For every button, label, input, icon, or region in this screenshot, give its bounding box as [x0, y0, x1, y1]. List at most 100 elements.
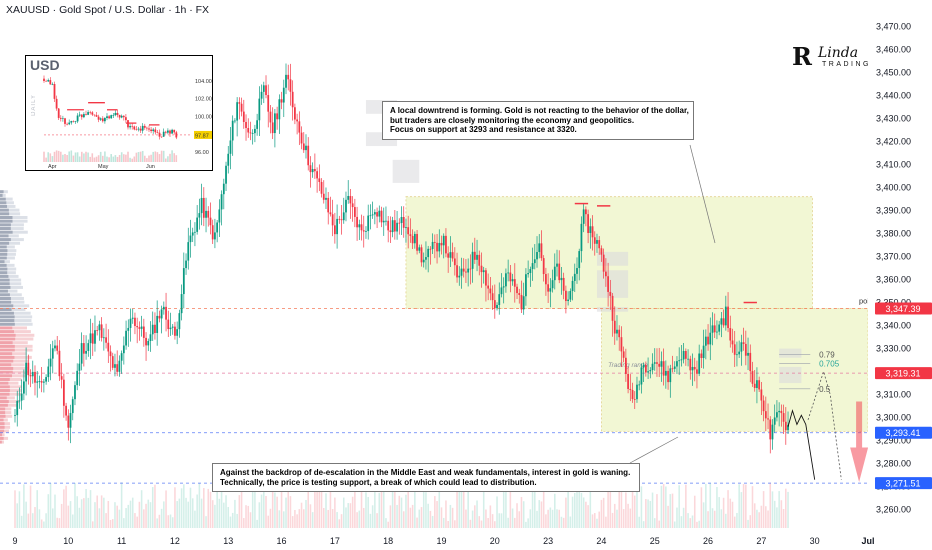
candle-body: [536, 251, 538, 260]
volume-bar: [540, 501, 543, 528]
inset-candle: [160, 136, 163, 138]
volume-profile-bar: [0, 330, 31, 334]
trading-range-label: Trading range: [608, 362, 648, 369]
volume-profile-bar: [0, 322, 33, 326]
candle-body: [265, 85, 267, 96]
volume-bar: [491, 514, 494, 528]
volume-bar: [527, 518, 529, 528]
inset-volume: [154, 151, 157, 162]
volume-bar: [87, 497, 90, 528]
volume-bar: [14, 490, 16, 528]
candle-body: [365, 231, 367, 232]
volume-bar: [154, 484, 156, 528]
candle-body: [751, 371, 754, 384]
candle-body: [62, 379, 65, 406]
candle-body: [245, 121, 247, 129]
time-tick-label: 12: [170, 536, 180, 546]
volume-bar: [134, 513, 136, 528]
candle-body: [140, 326, 143, 329]
volume-bar: [98, 508, 101, 528]
candle-body: [349, 195, 352, 204]
candle-body: [27, 362, 30, 376]
candle-body: [693, 366, 696, 370]
candle-body: [440, 242, 443, 246]
candle-body: [336, 218, 338, 235]
volume-profile-core: [0, 201, 7, 205]
volume-bar: [23, 484, 25, 528]
volume-profile-bar: [0, 363, 25, 367]
volume-bar: [600, 499, 603, 528]
volume-bar: [762, 491, 765, 528]
volume-bar: [405, 494, 407, 528]
volume-bar: [711, 508, 714, 528]
candle-body: [573, 273, 576, 281]
volume-bar: [214, 504, 216, 528]
candle-body: [778, 410, 781, 413]
candle-body: [256, 120, 259, 129]
volume-profile-bar: [0, 197, 13, 201]
time-tick-label: 18: [383, 536, 393, 546]
fib-label: 0.79: [819, 350, 835, 359]
volume-bar: [67, 505, 70, 528]
candle-body: [707, 336, 709, 345]
candle-body: [529, 269, 532, 273]
volume-profile-bar: [0, 293, 22, 297]
volume-bar: [458, 489, 461, 528]
volume-profile-bar: [0, 252, 16, 256]
candle-body: [589, 226, 592, 233]
volume-bar: [247, 505, 250, 528]
candle-body: [329, 212, 332, 215]
volume-bar: [647, 499, 649, 528]
volume-bar: [36, 490, 38, 528]
time-axis[interactable]: 9 10 11 12 13 16 17 18 19 20 23 24 25 26 27 30 Jul: [12, 536, 874, 546]
candle-body: [522, 296, 525, 310]
inset-volume: [99, 151, 102, 162]
candle-body: [618, 329, 621, 338]
volume-profile-bar: [0, 392, 21, 396]
price-tick-label: 3,470.00: [876, 21, 911, 31]
candle-body: [704, 336, 707, 346]
volume-bar: [742, 484, 745, 528]
volume-bar: [693, 495, 696, 528]
candle-body: [87, 343, 90, 351]
price-label: 3,271.51: [885, 479, 920, 489]
candle-body: [582, 209, 585, 224]
candle-body: [633, 399, 636, 400]
volume-bar: [351, 496, 354, 528]
price-axis[interactable]: 3,260.003,270.003,280.003,290.003,300.00…: [868, 0, 932, 550]
volume-profile-core: [0, 227, 11, 231]
candle-body: [607, 276, 609, 292]
candle-body: [34, 371, 36, 383]
price-tick-label: 3,280.00: [876, 459, 911, 469]
candle-body: [718, 324, 721, 332]
logo-word: Linda: [818, 45, 859, 61]
candle-body: [771, 424, 774, 440]
candle-body: [489, 288, 492, 294]
inset-volume: [139, 151, 142, 162]
volume-profile-bar: [0, 407, 12, 411]
volume-bar: [240, 491, 243, 528]
candle-body: [45, 377, 47, 382]
inset-candle: [129, 126, 131, 128]
volume-bar: [345, 507, 347, 528]
volume-profile-core: [0, 308, 12, 312]
candle-body: [373, 212, 376, 215]
candle-body: [453, 258, 456, 266]
candle-body: [385, 220, 387, 222]
volume-bar: [285, 497, 287, 528]
candle-body: [651, 363, 654, 371]
volume-bar: [705, 483, 707, 528]
volume-profile-bar: [0, 389, 22, 393]
volume-bar: [174, 487, 176, 528]
volume-bar: [71, 514, 74, 528]
candle-body: [331, 214, 334, 226]
candle-body: [720, 318, 723, 325]
top-note: A local downtrend is forming. Gold is no…: [382, 101, 694, 140]
candle-body: [340, 219, 343, 221]
inset-volume: [110, 154, 112, 162]
inset-volume: [47, 152, 49, 162]
volume-bar: [300, 502, 303, 528]
volume-bar: [578, 490, 581, 528]
candle-body: [158, 315, 161, 319]
